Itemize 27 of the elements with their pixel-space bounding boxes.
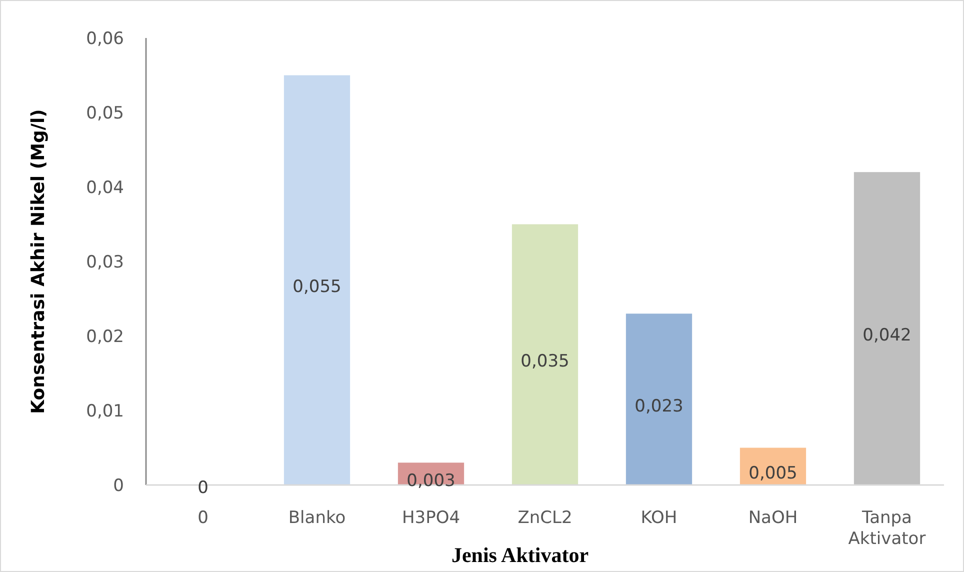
y-tick-label: 0,02 <box>86 326 124 347</box>
bar <box>284 75 350 485</box>
data-label: 0 <box>198 478 208 498</box>
data-label: 0,005 <box>748 463 798 484</box>
x-tick-label: H3PO4 <box>402 508 460 528</box>
bar <box>854 172 920 485</box>
y-tick-label: 0,06 <box>86 28 124 49</box>
x-tick-label: 0 <box>198 508 208 528</box>
y-axis-title: Konsentrasi Akhir Nikel (Mg/l) <box>28 109 49 414</box>
y-tick-label: 0,03 <box>86 252 124 272</box>
x-tick-label: KOH <box>640 508 678 528</box>
y-tick-label: 0,04 <box>86 178 124 198</box>
x-tick-label: Tanpa Aktivator <box>848 508 926 549</box>
data-label: 0,003 <box>406 470 456 491</box>
y-tick-label: 0,05 <box>86 103 124 124</box>
x-axis-title: Jenis Aktivator <box>451 543 589 567</box>
y-tick-label: 0,01 <box>86 401 124 422</box>
x-tick-label: Blanko <box>288 508 346 528</box>
data-label: 0,035 <box>520 352 570 372</box>
bar <box>512 224 578 485</box>
bar <box>626 314 692 485</box>
data-label: 0,042 <box>862 326 912 346</box>
data-label: 0,023 <box>634 396 684 416</box>
data-label: 0,055 <box>292 277 342 298</box>
y-tick-label: 0 <box>113 476 124 496</box>
x-tick-label: NaOH <box>748 508 798 528</box>
x-tick-label: ZnCL2 <box>518 508 572 528</box>
